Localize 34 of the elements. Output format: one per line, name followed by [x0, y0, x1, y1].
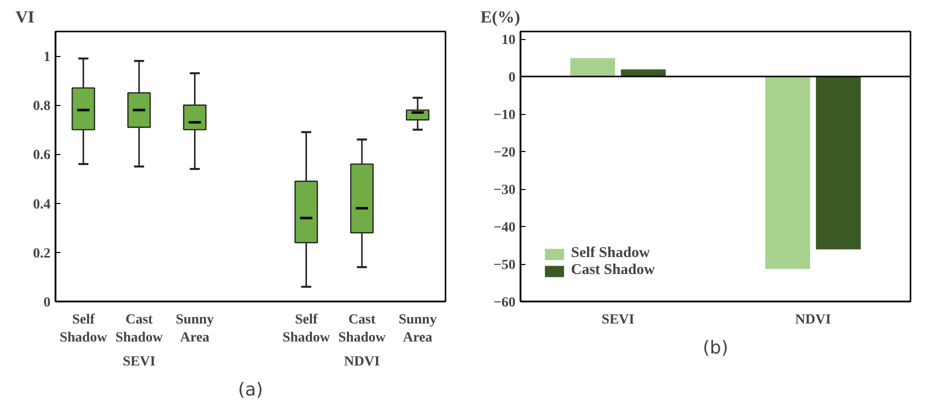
y-tick-label: 10	[502, 33, 516, 48]
x-tick-label: Sunny Area	[176, 312, 214, 346]
y-tick-label: −20	[494, 146, 516, 160]
x-tick-label: NDVI	[795, 312, 831, 328]
y-tick-label: 0.2	[33, 246, 50, 262]
x-tick-label: SEVI	[602, 312, 634, 328]
y-tick-label: 0	[508, 70, 516, 86]
text: (b)	[702, 338, 728, 358]
y-tick-label: 0.6	[33, 148, 50, 164]
x-tick-label: Sunny Area	[398, 312, 437, 346]
bar	[816, 76, 861, 250]
text: NDVI	[344, 354, 380, 370]
text: SEVI	[122, 354, 156, 370]
y-tick-label: −50	[494, 258, 516, 273]
bar	[765, 76, 810, 269]
legend-label: Cast Shadow	[571, 262, 655, 279]
y-axis-title: E(%)	[480, 8, 520, 26]
y-tick-label: −30	[494, 183, 516, 198]
x-tick-label: Cast Shadow	[115, 312, 164, 346]
x-tick-label: Self Shadow	[282, 312, 331, 346]
y-tick-label: −40	[494, 220, 516, 236]
text: (a)	[238, 380, 264, 400]
y-axis-title: VI	[16, 8, 35, 26]
legend-label: Self Shadow	[571, 245, 650, 262]
y-tick-label: 0.4	[33, 197, 50, 212]
y-tick-label: 1	[44, 50, 50, 66]
bar	[620, 69, 666, 76]
y-tick-label: −60	[494, 296, 516, 310]
y-tick-label: 0	[44, 296, 50, 310]
x-tick-label: Self Shadow	[60, 312, 108, 346]
y-tick-label: 0.8	[33, 99, 50, 114]
y-tick-label: −10	[494, 108, 516, 123]
bar	[570, 58, 616, 76]
x-tick-label: Cast Shadow	[338, 312, 387, 346]
